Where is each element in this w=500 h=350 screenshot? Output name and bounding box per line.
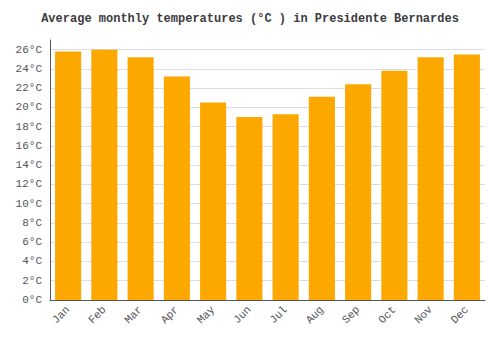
svg-text:24°C: 24°C — [16, 63, 43, 75]
svg-text:6°C: 6°C — [22, 236, 42, 248]
svg-text:May: May — [195, 303, 218, 326]
svg-text:0°C: 0°C — [22, 294, 42, 306]
svg-text:10°C: 10°C — [16, 198, 43, 210]
svg-text:Sep: Sep — [340, 304, 362, 326]
svg-text:12°C: 12°C — [16, 178, 43, 190]
svg-text:Dec: Dec — [449, 304, 471, 326]
svg-text:18°C: 18°C — [16, 121, 43, 133]
svg-text:22°C: 22°C — [16, 82, 43, 94]
svg-text:Mar: Mar — [122, 304, 144, 326]
svg-text:Jun: Jun — [231, 304, 253, 326]
svg-text:16°C: 16°C — [16, 140, 43, 152]
svg-text:Jan: Jan — [50, 304, 72, 326]
svg-text:8°C: 8°C — [22, 217, 42, 229]
svg-text:4°C: 4°C — [22, 255, 42, 267]
svg-text:20°C: 20°C — [16, 101, 43, 113]
svg-text:Feb: Feb — [86, 304, 108, 326]
svg-text:Apr: Apr — [159, 304, 181, 326]
svg-text:Jul: Jul — [267, 304, 289, 326]
svg-text:Aug: Aug — [304, 304, 326, 326]
svg-text:Oct: Oct — [376, 304, 398, 326]
svg-text:2°C: 2°C — [22, 275, 42, 287]
svg-text:26°C: 26°C — [16, 44, 43, 56]
svg-text:14°C: 14°C — [16, 159, 43, 171]
svg-text:Nov: Nov — [412, 303, 435, 326]
svg-text:Average monthly temperatures (: Average monthly temperatures (°C ) in Pr… — [41, 12, 459, 26]
